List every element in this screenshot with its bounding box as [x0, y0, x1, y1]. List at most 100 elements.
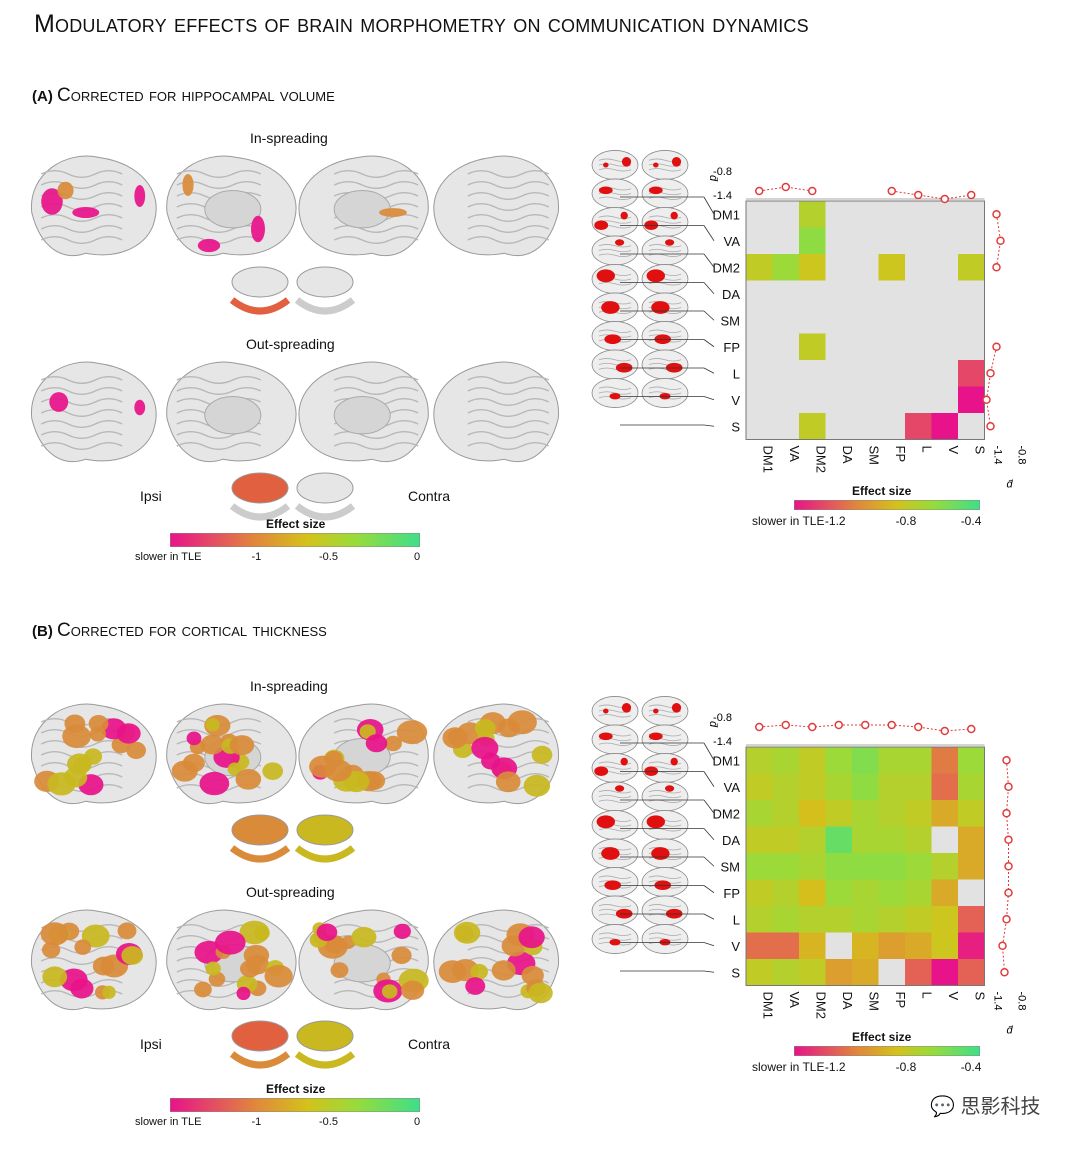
- top-marginal-point: [887, 720, 896, 730]
- lateral-ipsi-brain: [31, 361, 157, 463]
- right-marginal-point: [1002, 915, 1011, 924]
- heatmap-cell: [958, 413, 985, 440]
- effect-patch: [262, 762, 284, 780]
- network-mini-brain-right: [641, 321, 689, 351]
- heatmap-cell: [931, 773, 958, 800]
- network-mini-brain-right: [641, 895, 689, 926]
- effect-patch: [438, 960, 467, 983]
- lateral-ipsi-brain: [31, 155, 157, 257]
- heatmap-cell: [825, 413, 852, 440]
- column-label: L: [919, 446, 934, 453]
- heatmap-cell: [931, 959, 958, 986]
- top-marginal-point: [808, 722, 817, 732]
- effect-patch: [330, 962, 349, 978]
- heatmap-cell: [931, 254, 958, 281]
- heatmap-cell: [905, 386, 932, 413]
- effect-patch: [182, 174, 194, 196]
- heatmap-cell: [878, 879, 905, 906]
- right-marginal-point: [992, 263, 1001, 272]
- heatmap-cell: [958, 254, 985, 281]
- surface-colorbar: [170, 1098, 420, 1112]
- network-mini-brain-right: [641, 867, 689, 897]
- top-marginal-point: [914, 722, 923, 732]
- effect-patch: [471, 736, 499, 760]
- effect-patch: [491, 960, 516, 981]
- heatmap-cell: [931, 800, 958, 827]
- heatmap-cell: [958, 879, 985, 906]
- heatmap-cell: [772, 307, 799, 334]
- heatmap-cell: [905, 280, 932, 307]
- heatmap-cell: [746, 773, 773, 800]
- heatmap-cell: [746, 800, 773, 827]
- in-spreading-label: In-spreading: [250, 130, 328, 146]
- effect-patch: [205, 717, 220, 732]
- network-mini-brain-right: [641, 349, 689, 380]
- right-marginal-tick: -0.8: [1016, 446, 1028, 465]
- heatmap-cell: [799, 307, 826, 334]
- heatmap-cell: [825, 906, 852, 933]
- heatmap-cell: [852, 227, 879, 254]
- heatmap-cell: [931, 747, 958, 774]
- network-mini-brain-right: [641, 724, 689, 755]
- heatmap-cell: [852, 280, 879, 307]
- row-label: DA: [722, 833, 740, 848]
- network-mini-brain-right: [641, 753, 689, 783]
- network-mini-brain-right: [641, 264, 689, 294]
- heatmap-cell: [772, 906, 799, 933]
- surface-colorbar-tick: 0: [414, 1116, 421, 1128]
- heatmap-cell: [878, 360, 905, 387]
- panel-letter: (A): [32, 88, 57, 105]
- matrix-colorbar-tick: -0.8: [895, 1059, 917, 1074]
- heatmap-cell: [852, 360, 879, 387]
- effect-patch: [72, 207, 100, 218]
- medial-ipsi-brain: [166, 155, 297, 257]
- heatmap-cell: [878, 906, 905, 933]
- heatmap-cell: [878, 333, 905, 360]
- heatmap-cell: [852, 932, 879, 959]
- effect-patch: [121, 946, 144, 965]
- heatmap-cell: [878, 280, 905, 307]
- effect-patch: [453, 921, 481, 944]
- network-mini-brain-left: [591, 292, 639, 323]
- medial-ipsi-brain: [166, 361, 297, 463]
- heatmap-cell: [905, 747, 932, 774]
- effect-patch: [384, 735, 402, 752]
- effect-patch: [134, 399, 146, 416]
- matrix-colorbar: [794, 499, 980, 510]
- cortical-surfaces: [31, 703, 559, 1069]
- right-marginal-tick: -0.8: [1016, 992, 1028, 1011]
- surface-colorbar-title: Effect size: [266, 1082, 326, 1096]
- medial-contra-brain: [298, 155, 429, 257]
- top-marginal-point: [834, 720, 843, 730]
- effect-patch: [134, 185, 146, 207]
- lateral-ipsi-brain: [31, 909, 157, 1011]
- medial-contra-brain: [298, 703, 429, 805]
- matrix-colorbar-tick: -0.4: [960, 1059, 982, 1074]
- panel-heading: (A) Corrected for hippocampal volume: [32, 85, 335, 107]
- column-label: DM1: [760, 446, 775, 473]
- column-label: SM: [866, 992, 881, 1012]
- heatmap-cell: [878, 800, 905, 827]
- effect-patch: [102, 985, 116, 999]
- heatmap-cell: [958, 201, 985, 228]
- top-marginal-point: [781, 720, 790, 730]
- network-mini-brain-right: [641, 810, 689, 840]
- heatmap-cell: [799, 360, 826, 387]
- heatmap-cell: [852, 747, 879, 774]
- heatmap-cell: [746, 747, 773, 774]
- effect-patch: [57, 181, 74, 200]
- heatmap-cell: [799, 800, 826, 827]
- row-label: DA: [722, 287, 740, 302]
- heatmap-cell: [931, 360, 958, 387]
- right-marginal-point: [1000, 968, 1009, 977]
- column-label: DA: [840, 446, 855, 464]
- column-label: L: [919, 992, 934, 999]
- subcortical-structures: [229, 266, 356, 315]
- effect-patch: [239, 960, 261, 978]
- medial-ipsi-brain: [166, 909, 297, 1011]
- right-marginal-point: [1002, 809, 1011, 818]
- heatmap-cell: [931, 280, 958, 307]
- effect-patch: [316, 923, 338, 942]
- heatmap-cell: [825, 333, 852, 360]
